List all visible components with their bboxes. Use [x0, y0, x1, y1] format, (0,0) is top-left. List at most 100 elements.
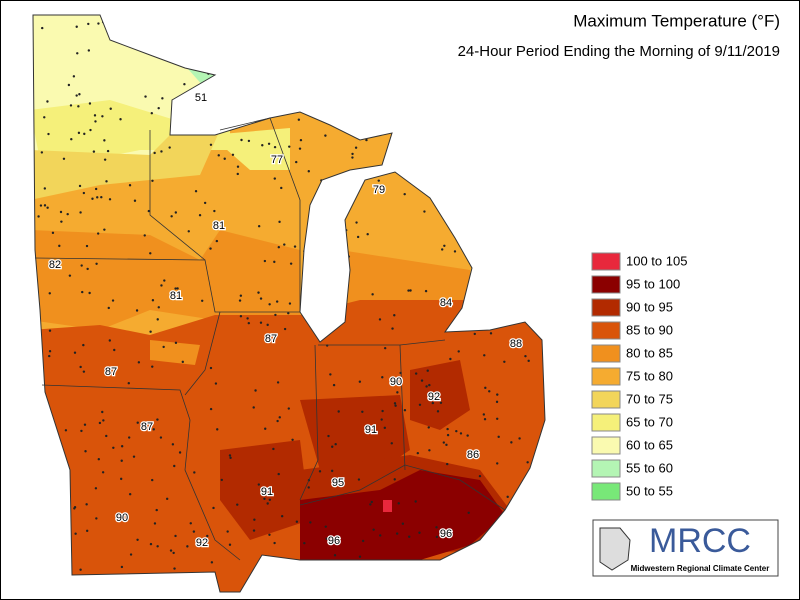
station-dot [59, 210, 63, 214]
station-dot [370, 500, 373, 504]
station-dot [198, 213, 202, 217]
station-dot [261, 144, 264, 147]
legend-swatch [591, 367, 621, 386]
legend-label: 90 to 95 [626, 299, 673, 314]
station-dot [442, 441, 446, 444]
station-dot [526, 461, 529, 464]
station-dot [324, 134, 327, 137]
station-dot [102, 419, 105, 422]
station-dot [383, 426, 387, 430]
station-dot [37, 215, 40, 218]
station-dot [324, 525, 327, 528]
station-dot [496, 417, 499, 420]
temperature-zone [300, 395, 410, 470]
station-dot [446, 462, 449, 466]
station-dot [443, 244, 446, 247]
station-dot [77, 105, 80, 108]
station-dot [273, 541, 276, 545]
station-dot [228, 543, 232, 546]
station-dot [377, 179, 380, 182]
station-dot [82, 191, 86, 195]
station-dot [108, 339, 112, 342]
station-dot [41, 26, 44, 30]
station-dot [431, 401, 435, 405]
station-dot [156, 318, 159, 321]
station-dot [43, 204, 47, 207]
station-dot [381, 376, 384, 379]
station-dot [455, 429, 458, 433]
title: Maximum Temperature (°F) [573, 11, 780, 30]
station-dot [378, 318, 382, 321]
station-dot [174, 287, 177, 290]
station-dot [101, 471, 105, 474]
station-dot [64, 429, 68, 432]
station-dot [214, 382, 218, 385]
station-dot [95, 262, 98, 265]
station-dot [414, 500, 417, 503]
station-dot [418, 403, 422, 406]
subtitle: 24-Hour Period Ending the Morning of 9/1… [458, 43, 780, 60]
station-dot [46, 206, 49, 209]
station-dot [361, 410, 364, 414]
station-dot [254, 389, 257, 392]
station-dot [257, 291, 260, 294]
map-label: 79 [373, 184, 385, 196]
state-borders [34, 117, 506, 561]
station-dot [239, 315, 243, 318]
station-dot [280, 186, 283, 190]
temperature-zone [150, 340, 200, 365]
legend-label: 80 to 85 [626, 345, 673, 360]
station-dot [275, 300, 279, 303]
station-dot [288, 145, 291, 148]
station-dot [303, 541, 306, 545]
station-dot [48, 292, 51, 295]
station-dot [70, 138, 73, 141]
station-dot [427, 426, 430, 429]
map-label: 88 [510, 338, 522, 350]
station-dot [209, 143, 213, 146]
station-dot [209, 247, 212, 250]
station-dot [143, 234, 146, 237]
station-dot [263, 259, 267, 263]
station-dot [178, 451, 182, 454]
station-dot [144, 95, 147, 98]
station-dot [187, 230, 190, 233]
station-dot [267, 142, 271, 145]
map-label: 90 [390, 376, 402, 388]
station-dot [266, 502, 269, 505]
station-dot [88, 291, 91, 295]
station-dot [81, 290, 84, 294]
station-dot [176, 287, 179, 290]
station-dot [165, 497, 169, 501]
temperature-zone [33, 130, 220, 200]
station-dot [371, 293, 374, 296]
station-dot [82, 370, 86, 373]
station-dot [401, 522, 405, 525]
station-dot [151, 299, 155, 302]
station-dot [109, 107, 112, 110]
station-dot [108, 198, 112, 201]
station-dot [291, 438, 294, 441]
legend-label: 95 to 100 [626, 276, 680, 291]
station-dot [276, 419, 279, 423]
station-dot [217, 154, 220, 157]
station-dot [372, 528, 375, 531]
station-dot [171, 443, 175, 446]
station-dot [83, 423, 87, 426]
legend-swatch [591, 390, 621, 409]
station-dot [113, 348, 116, 352]
station-dot [203, 201, 207, 205]
station-dot [307, 486, 310, 489]
legend-swatch [591, 321, 621, 340]
station-dot [137, 361, 141, 364]
legend-swatch [591, 413, 621, 432]
station-dot [80, 264, 83, 267]
station-dot [293, 245, 297, 248]
station-dot [75, 25, 78, 28]
station-dot [365, 138, 368, 142]
station-dot [277, 472, 280, 476]
station-dot [246, 317, 249, 320]
map-label: 95 [332, 477, 344, 489]
station-dot [149, 542, 153, 546]
station-dot [86, 267, 89, 271]
